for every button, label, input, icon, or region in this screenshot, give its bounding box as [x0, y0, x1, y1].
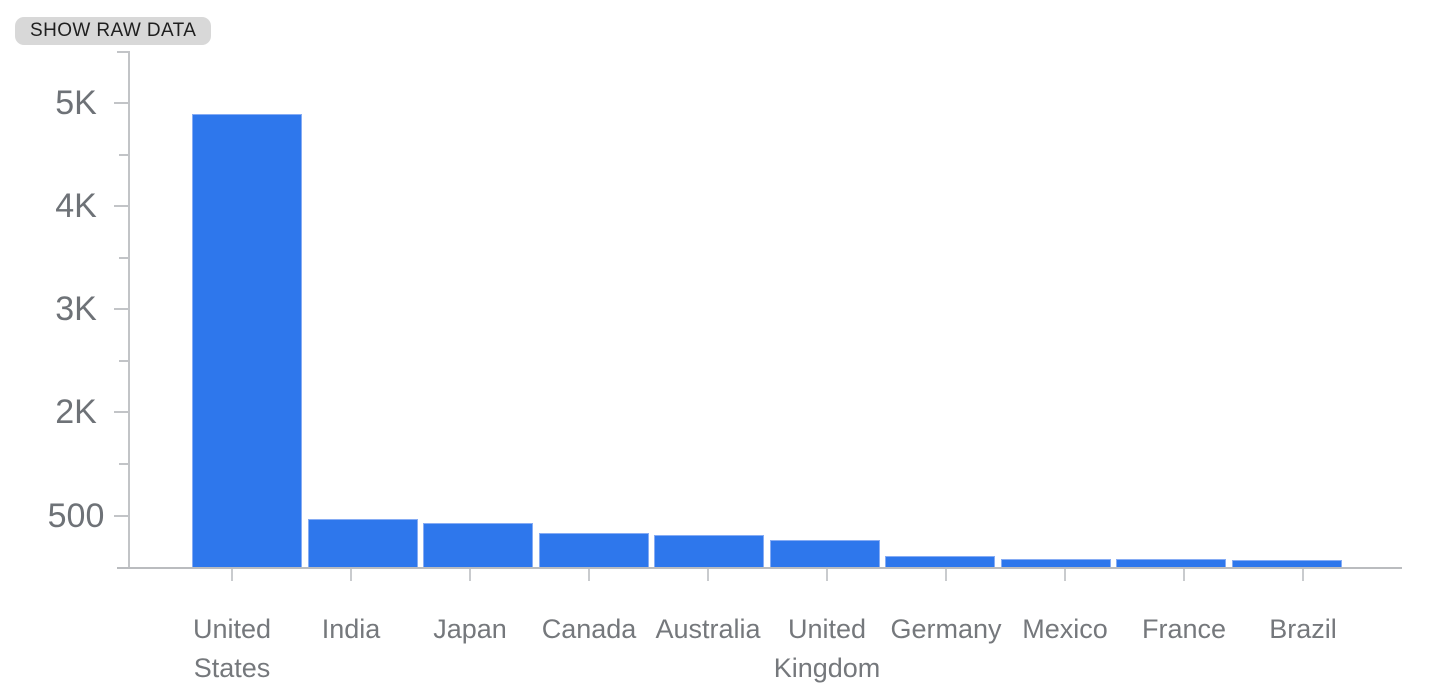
y-axis-major-tick: [114, 308, 130, 310]
y-axis-minor-tick: [119, 257, 130, 259]
y-axis-tick-label: 5K: [55, 84, 97, 122]
show-raw-data-button[interactable]: SHOW RAW DATA: [15, 17, 212, 45]
bar-mexico[interactable]: [1001, 559, 1111, 567]
x-axis-label: Australia: [655, 614, 761, 644]
x-axis-tick: [1064, 569, 1066, 581]
y-axis-major-tick: [114, 205, 130, 207]
bar-japan[interactable]: [423, 523, 533, 567]
y-axis-major-tick: [114, 102, 130, 104]
x-axis-tick: [350, 569, 352, 581]
y-axis-major-tick: [114, 411, 130, 413]
bar-australia[interactable]: [654, 535, 764, 567]
bar-germany[interactable]: [885, 556, 995, 567]
y-axis-minor-tick: [119, 360, 130, 362]
bar-india[interactable]: [308, 519, 418, 567]
x-axis-label: Japan: [433, 614, 507, 644]
x-axis-label: Germany: [890, 614, 1002, 644]
y-axis-tick-label: 2K: [55, 393, 97, 431]
bar-france[interactable]: [1116, 559, 1226, 567]
x-axis-label: India: [321, 614, 381, 644]
y-axis-line: [128, 51, 130, 569]
x-axis-label: France: [1141, 614, 1227, 644]
y-axis-tick-label: 4K: [55, 187, 97, 225]
x-axis-tick: [1183, 569, 1185, 581]
x-axis-tick: [588, 569, 590, 581]
bar-canada[interactable]: [539, 533, 649, 567]
x-axis-tick: [826, 569, 828, 581]
y-axis-minor-tick: [117, 51, 130, 53]
y-axis-minor-tick: [119, 154, 130, 156]
bar-united-kingdom[interactable]: [770, 540, 880, 567]
x-axis-tick: [707, 569, 709, 581]
x-axis-tick: [945, 569, 947, 581]
x-axis-label: United States: [192, 614, 272, 683]
x-axis-label: Mexico: [1022, 614, 1108, 644]
y-axis-tick-label: 3K: [55, 290, 97, 328]
x-axis-line: [117, 567, 1402, 569]
bar-brazil[interactable]: [1232, 560, 1342, 567]
x-axis-label: Brazil: [1269, 614, 1337, 644]
x-axis-label: United Kingdom: [773, 614, 881, 683]
y-axis-minor-tick: [119, 463, 130, 465]
x-axis-tick: [469, 569, 471, 581]
y-axis-major-tick: [114, 515, 130, 517]
x-axis-tick: [1302, 569, 1304, 581]
bar-united-states[interactable]: [192, 114, 302, 567]
x-axis-label: Canada: [541, 614, 637, 644]
y-axis-tick-label: 500: [47, 497, 105, 535]
x-axis-tick: [231, 569, 233, 581]
